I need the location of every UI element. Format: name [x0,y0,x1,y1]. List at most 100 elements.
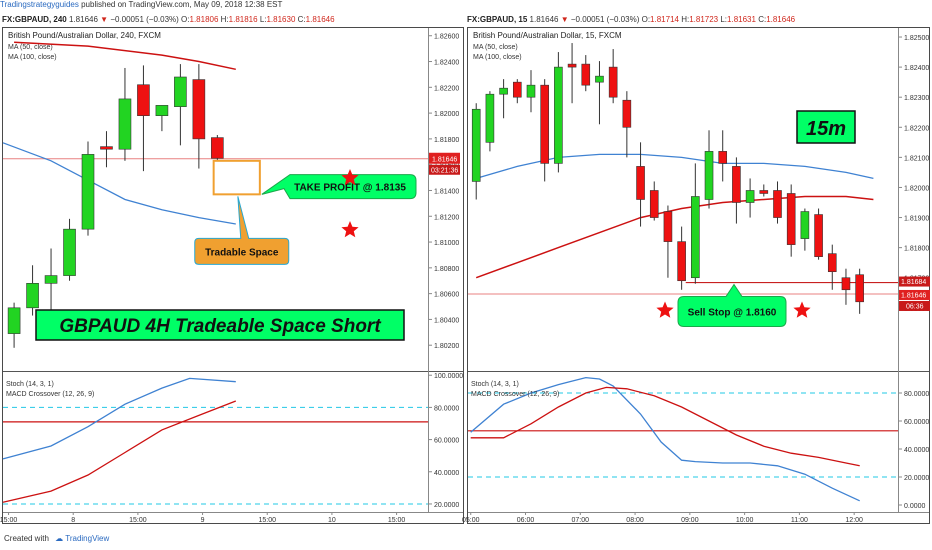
right-indicator-legend-entry: MACD Crossover (12, 26, 9) [471,391,559,398]
right-indicator-y-tick-label: 80.0000 [904,391,929,398]
right-indicator-y-tick-label: 40.0000 [904,447,929,454]
publish-text: published on TradingView.com, May 09, 20… [81,0,283,9]
right-candle-body [581,63,591,86]
left-title-banner [35,309,405,341]
left-x-tick-label: 15:00 [129,517,147,524]
right-candle-body [855,274,864,303]
left-symbol-header: FX:GBPAUD, 240 1.81646 ▼ −0.00051 (−0.03… [2,14,335,25]
left-indicator-y-tick-label: 60.0000 [434,438,459,445]
left-change-arrow: ▼ [100,15,109,24]
right-indicator-legend-entry: Stoch (14, 3, 1) [471,381,519,388]
right-candle-body [649,190,659,218]
right-y-tick-label: 1.82300 [904,95,929,102]
right-close-label: C: [758,15,767,24]
right-x-tick-label: 12:00 [845,517,863,524]
left-candle-body [81,154,95,230]
left-current-price-tag [429,152,460,164]
left-y-tick-label: 1.81400 [434,188,459,195]
left-candle-body [174,76,187,107]
right-level-tag [899,276,930,287]
right-candle-body [732,166,741,203]
right-candle-body [827,253,837,273]
tradable-space-label: Tradable Space [205,247,279,258]
left-y-tick-label: 1.82200 [434,85,459,92]
right-x-tick-label: 11:00 [791,517,808,524]
right-candle-body [567,63,577,68]
tradable-space-callout [194,196,290,265]
left-legend-entry: MA (100, close) [8,54,57,61]
right-legend-entry: MA (50, close) [473,44,518,51]
right-x-tick-label: 07:00 [572,517,590,524]
right-candle-body [786,193,796,245]
right-candle-body [512,81,522,98]
right-y-tick-label: 1.81800 [904,246,929,253]
left-open: 1.81806 [189,15,219,24]
left-y-tick-label: 1.80800 [434,266,459,273]
left-indicator-y-tick-label: 20.0000 [434,502,459,509]
right-candle-body [841,277,851,291]
right-candle-body [499,87,508,95]
right-indicator-y-tick-label: 60.0000 [904,419,929,426]
right-candle-body [471,108,481,182]
right-x-tick-label: 10:00 [736,517,754,524]
right-candle-body [800,211,810,239]
left-open-label: O: [181,15,190,24]
left-x-tick-label: 15:00 [258,517,276,524]
right-candle-body [745,190,755,203]
take-profit-callout [261,174,417,200]
left-ma-50-line [2,142,236,225]
right-candle-body [595,75,604,83]
timeframe-badge-label: 15m [806,118,846,140]
right-star-right [793,301,811,318]
left-countdown-label: 03:21:36 [431,167,458,174]
left-star-lower [341,221,359,238]
tradingview-logo-icon: ☁ [55,534,64,543]
take-profit-label: TAKE PROFIT @ 1.8135 [294,183,406,194]
publisher-link[interactable]: Tradingstrategyguides [0,0,79,9]
left-y-tick-label: 1.81800 [434,137,459,144]
left-last-price: 1.81646 [69,15,98,24]
left-candle-body [118,98,132,150]
right-candle-body [622,99,632,128]
right-ma-50-line [476,153,874,180]
left-y-tick-label: 1.81000 [434,240,459,247]
left-y-tick-label: 1.80400 [434,317,459,324]
right-x-tick-label: 08:00 [626,517,644,524]
left-indicator-blue-line [2,377,236,460]
left-candle-body [26,283,39,309]
right-change: −0.00051 (−0.03%) [570,15,640,24]
right-candle-body [554,66,563,164]
right-symbol: FX:GBPAUD, 15 [467,15,528,24]
left-high: 1.81816 [228,15,258,24]
right-x-tick-label: 05:00 [462,517,480,524]
left-change: −0.00051 (−0.03%) [110,15,179,24]
right-low-label: L: [720,15,728,24]
right-low: 1.81631 [727,15,756,24]
right-candle-body [677,241,686,282]
right-candle-body [773,190,782,218]
left-indicator-legend-entry: MACD Crossover (12, 26, 9) [6,391,94,398]
tradingview-link[interactable]: TradingView [65,534,110,543]
right-candle-body [704,151,714,200]
right-candle-body [759,190,769,194]
left-close: 1.81646 [305,15,335,24]
right-indicator-y-tick-label: 20.0000 [904,475,929,482]
right-indicator-blue-line [470,376,860,502]
timeframe-badge [796,110,856,144]
left-indicator-red-line [2,400,237,503]
left-candle-body [137,84,150,116]
right-level-label: 1.81684 [901,279,926,286]
left-x-tick-label: 10 [328,517,336,524]
right-indicator-red-line [470,386,860,467]
right-chart-frame [467,27,930,524]
right-indicator-y-tick-label: 0.0000 [904,503,926,510]
left-candle-body [44,275,58,284]
created-with-text: Created with [4,534,49,543]
left-star-upper [341,169,359,186]
left-y-tick-label: 1.82600 [434,34,459,41]
right-open: 1.81714 [650,15,679,24]
right-last-price: 1.81646 [529,15,559,24]
right-current-price-tag [899,289,930,300]
right-x-tick-label: 09:00 [681,517,699,524]
